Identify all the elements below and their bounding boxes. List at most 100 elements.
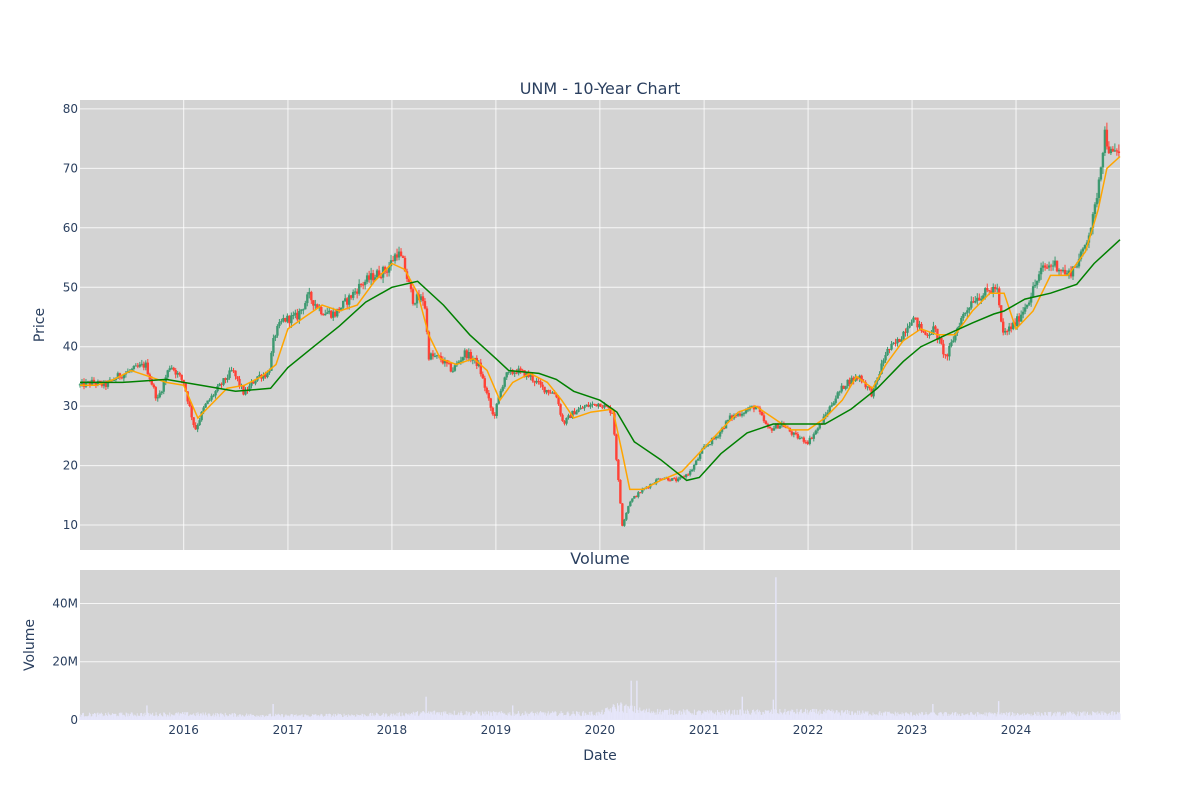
x-tick-label: 2017	[273, 723, 304, 737]
candle-body	[852, 377, 855, 381]
candle-body	[102, 381, 106, 386]
candle-body	[934, 326, 937, 329]
candle-body	[659, 478, 662, 480]
candle-body	[521, 370, 524, 372]
candle-body	[387, 266, 391, 273]
candle-body	[1107, 146, 1111, 154]
candle-body	[342, 300, 345, 308]
candle-body	[252, 382, 255, 384]
candle-body	[501, 386, 504, 391]
candle-body	[282, 318, 285, 322]
candle-body	[401, 256, 405, 258]
candle-body	[996, 288, 999, 290]
candle-body	[294, 312, 297, 315]
candle-body	[932, 326, 935, 334]
candle-body	[383, 266, 387, 272]
candle-body	[523, 370, 526, 378]
candle-body	[499, 390, 502, 398]
candle-body	[94, 382, 98, 385]
candle-body	[986, 288, 989, 291]
candle-body	[1025, 304, 1029, 308]
candle-body	[268, 370, 271, 373]
candle-body	[962, 314, 965, 319]
candle-body	[188, 401, 191, 407]
candle-body	[373, 277, 377, 281]
candle-body	[684, 474, 688, 477]
candle-body	[250, 382, 253, 386]
candle-body	[296, 312, 299, 320]
candle-body	[1075, 266, 1079, 268]
candle-body	[278, 322, 281, 327]
candle-body	[286, 315, 289, 322]
candle-body	[603, 404, 606, 408]
candle-body	[627, 506, 630, 513]
candle-body	[808, 437, 811, 444]
candle-body	[928, 334, 931, 336]
candle-body	[1057, 269, 1061, 272]
candle-body	[399, 251, 403, 257]
candle-body	[138, 364, 142, 367]
candle-body	[349, 295, 353, 298]
price-tick-label: 80	[63, 102, 78, 116]
candle-body	[1027, 302, 1031, 305]
candle-body	[798, 437, 802, 439]
candle-body	[846, 379, 849, 387]
candle-body	[485, 387, 488, 393]
candle-body	[912, 317, 915, 323]
candle-body	[421, 296, 425, 302]
candle-body	[519, 368, 522, 371]
candle-body	[669, 480, 672, 482]
candle-body	[555, 394, 558, 398]
candle-body	[180, 374, 183, 380]
candle-body	[714, 436, 718, 439]
candle-body	[770, 428, 774, 431]
candle-body	[587, 404, 590, 407]
price-chart-title: UNM - 10-Year Chart	[520, 79, 681, 98]
candle-body	[541, 384, 544, 387]
candle-body	[543, 386, 546, 393]
candle-body	[754, 406, 758, 410]
candle-body	[609, 407, 612, 413]
candle-body	[902, 331, 905, 340]
candle-body	[361, 284, 365, 286]
candle-body	[960, 318, 963, 327]
candle-body	[1019, 314, 1023, 322]
moving-averages	[80, 155, 1121, 491]
candle-body	[964, 312, 967, 315]
price-tick-label: 60	[63, 221, 78, 235]
candle-body	[98, 381, 102, 383]
candle-body	[688, 471, 692, 475]
candle-body	[142, 363, 146, 368]
candle-body	[655, 479, 658, 484]
candle-body	[581, 407, 584, 409]
candle-body	[254, 380, 257, 384]
candle-body	[844, 386, 847, 389]
candle-body	[976, 297, 979, 301]
candle-body	[377, 270, 381, 278]
candle-body	[988, 290, 991, 292]
candle-body	[882, 360, 885, 364]
candle-body	[1077, 259, 1081, 267]
candle-body	[457, 361, 461, 364]
candle-body	[892, 342, 895, 344]
candle-body	[351, 292, 355, 298]
candle-body	[447, 363, 451, 365]
candle-body	[397, 251, 401, 258]
candle-body	[948, 346, 951, 357]
candle-body	[367, 275, 371, 280]
candle-body	[284, 318, 287, 322]
candle-body	[1109, 148, 1113, 154]
candle-body	[639, 492, 642, 494]
candle-body	[491, 407, 494, 415]
candle-body	[1111, 148, 1115, 152]
candle-body	[222, 378, 225, 385]
candle-body	[772, 428, 776, 431]
candle-body	[298, 310, 301, 320]
candle-body	[162, 381, 165, 392]
candle-body	[549, 392, 552, 394]
candle-body	[629, 501, 632, 507]
candle-body	[244, 389, 247, 395]
candle-body	[1071, 266, 1075, 277]
candle-body	[579, 407, 582, 410]
price-grid	[80, 100, 1120, 550]
